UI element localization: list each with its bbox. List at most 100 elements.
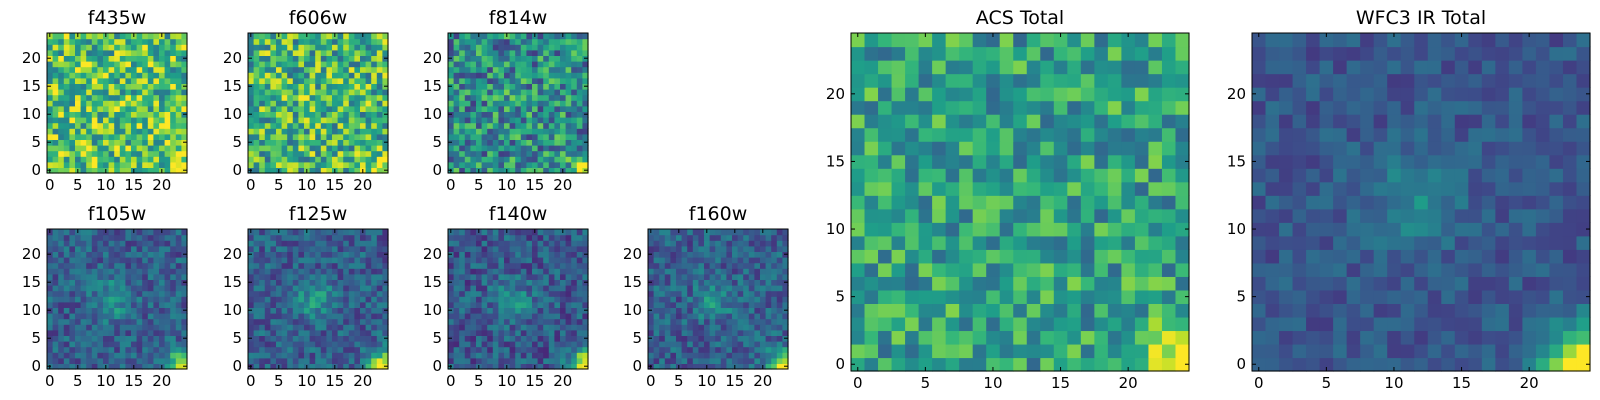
heatmap-cell (492, 318, 499, 325)
heatmap-cell (125, 313, 132, 320)
heatmap-cell (704, 240, 711, 247)
heatmap-cell (537, 89, 544, 96)
heatmap-cell (537, 341, 544, 348)
heatmap-cell (63, 352, 70, 359)
heatmap-cell (114, 139, 121, 146)
heatmap-cell (487, 61, 494, 68)
heatmap-cell (582, 105, 589, 112)
heatmap-cell (498, 72, 505, 79)
x-tick-label: 10 (297, 372, 316, 390)
heatmap-cell (52, 296, 59, 303)
heatmap-cell (348, 49, 355, 56)
heatmap-cell (320, 352, 327, 359)
heatmap-cell (571, 262, 578, 269)
heatmap-cell (348, 117, 355, 124)
heatmap-cell (509, 357, 516, 364)
heatmap-cell (114, 49, 121, 56)
panel-title: ACS Total (976, 7, 1064, 29)
heatmap-cell (382, 324, 389, 331)
heatmap-cell (376, 273, 383, 280)
heatmap-cell (320, 363, 327, 370)
heatmap-cell (515, 133, 522, 140)
heatmap-cell (142, 257, 149, 264)
heatmap-cell (459, 77, 466, 84)
heatmap-cell (175, 363, 182, 370)
heatmap-cell (298, 77, 305, 84)
heatmap-cell (376, 105, 383, 112)
heatmap-cell (298, 72, 305, 79)
heatmap-cell (75, 44, 82, 51)
heatmap-cell (509, 105, 516, 112)
heatmap-cell (309, 139, 316, 146)
heatmap-cell (464, 150, 471, 157)
heatmap-cell (248, 324, 255, 331)
heatmap-cell (253, 363, 260, 370)
heatmap-cell (571, 44, 578, 51)
heatmap-cell (114, 72, 121, 79)
heatmap-cell (181, 122, 188, 129)
heatmap-cell (560, 111, 567, 118)
heatmap-cell (504, 83, 511, 90)
heatmap-cell (276, 83, 283, 90)
heatmap-cell (687, 273, 694, 280)
heatmap-cell (47, 357, 54, 364)
heatmap-cell (332, 285, 339, 292)
heatmap-cell (470, 61, 477, 68)
heatmap-cell (164, 318, 171, 325)
heatmap-cell (492, 145, 499, 152)
heatmap-cell (1107, 343, 1122, 359)
heatmap-cell (287, 257, 294, 264)
heatmap-cell (253, 240, 260, 247)
heatmap-cell (371, 77, 378, 84)
heatmap-cell (58, 301, 65, 308)
heatmap-cell (554, 363, 561, 370)
heatmap-cell (576, 167, 583, 174)
heatmap-cell (108, 72, 115, 79)
heatmap-cell (248, 329, 255, 336)
heatmap-cell (565, 72, 572, 79)
heatmap-cell (326, 307, 333, 314)
heatmap-cell (1094, 249, 1109, 264)
heatmap-cell (560, 156, 567, 163)
heatmap-cell (560, 100, 567, 107)
heatmap-cell (554, 100, 561, 107)
heatmap-cell (136, 324, 143, 331)
heatmap-cell (253, 245, 260, 252)
heatmap-cell (354, 66, 361, 73)
heatmap-cell (253, 94, 260, 101)
heatmap-cell (259, 38, 266, 45)
heatmap-cell (58, 313, 65, 320)
heatmap-cell (526, 161, 533, 168)
heatmap-cell (181, 268, 188, 275)
heatmap-cell (376, 117, 383, 124)
heatmap-cell (548, 329, 555, 336)
heatmap-cell (281, 49, 288, 56)
heatmap-cell (80, 257, 87, 264)
heatmap-cell (470, 38, 477, 45)
heatmap-cell (337, 83, 344, 90)
heatmap-cell (532, 72, 539, 79)
heatmap-cell (1148, 195, 1163, 210)
heatmap-cell (131, 357, 138, 364)
heatmap-cell (309, 49, 316, 56)
heatmap-cell (309, 251, 316, 258)
heatmap-cell (309, 167, 316, 174)
heatmap-cell (492, 329, 499, 336)
heatmap-cell (1107, 330, 1122, 345)
heatmap-cell (298, 117, 305, 124)
heatmap-cell (681, 318, 688, 325)
heatmap-cell (582, 329, 589, 336)
heatmap-cell (543, 128, 550, 135)
heatmap-cell (664, 290, 671, 297)
heatmap-cell (453, 66, 460, 73)
heatmap-cell (1134, 195, 1150, 210)
heatmap-cell (382, 268, 389, 275)
heatmap-cell (526, 301, 533, 308)
heatmap-cell (69, 307, 76, 314)
heatmap-cell (58, 150, 65, 157)
heatmap-cell (498, 94, 505, 101)
heatmap-cell (709, 329, 716, 336)
heatmap-cell (487, 44, 494, 51)
heatmap-cell (1094, 181, 1109, 196)
heatmap-cell (748, 296, 755, 303)
